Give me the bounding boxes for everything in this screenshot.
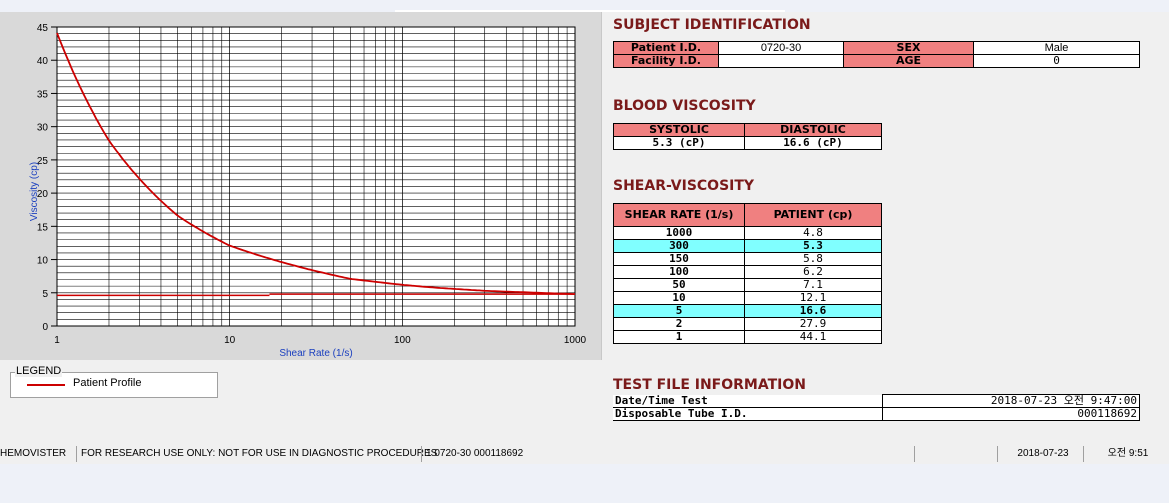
patient-id-label: Patient I.D. [613,41,719,55]
tube-id-label: Disposable Tube I.D. [613,407,883,421]
patient-id-value: 0720-30 [718,41,844,55]
y-axis-label: Viscosity (cp) [29,162,40,221]
plot-area [56,26,576,327]
legend-item-label: Patient Profile [73,377,142,389]
table-row: 100 6.2 [613,265,882,279]
legend-line-swatch [27,384,65,386]
table-row: 1000 4.8 [613,226,882,240]
shear-rate-cell: 1 [613,330,745,344]
status-app: HEMOVISTER [0,448,67,459]
test-file-title: TEST FILE INFORMATION [613,377,806,393]
patient-cp-cell: 44.1 [744,330,882,344]
status-notice: FOR RESEARCH USE ONLY: NOT FOR USE IN DI… [76,446,437,462]
table-row: 10 12.1 [613,291,882,305]
shear-rate-cell: 300 [613,239,745,253]
table-row: 2 27.9 [613,317,882,331]
patient-cp-cell: 27.9 [744,317,882,331]
shear-rate-cell: 100 [613,265,745,279]
table-row: 150 5.8 [613,252,882,266]
subject-table: Patient I.D. 0720-30 SEX Male Facility I… [613,41,1140,68]
table-row: 300 5.3 [613,239,882,253]
facility-id-label: Facility I.D. [613,54,719,68]
systolic-value: 5.3 (cP) [613,136,745,150]
top-strip [0,0,1169,12]
test-file-table: Date/Time Test 2018-07-23 오전 9:47:00 Dis… [613,394,1140,421]
patient-cp-cell: 12.1 [744,291,882,305]
legend-title: LEGEND [15,365,63,377]
y-tick-label: 10 [37,256,49,267]
shear-rate-cell: 5 [613,304,745,318]
shear-rate-cell: 1000 [613,226,745,240]
table-row: 50 7.1 [613,278,882,292]
date-time-value: 2018-07-23 오전 9:47:00 [882,394,1140,408]
shear-viscosity-title: SHEAR-VISCOSITY [613,178,755,194]
y-tick-label: 15 [37,222,49,233]
status-record: 1 0720-30 000118692 [421,446,523,462]
shear-rate-cell: 10 [613,291,745,305]
diastolic-value: 16.6 (cP) [744,136,882,150]
legend: LEGEND Patient Profile [10,365,218,398]
status-bar: HEMOVISTER FOR RESEARCH USE ONLY: NOT FO… [0,444,1169,464]
y-tick-label: 25 [37,156,49,167]
table-row: 5 16.6 [613,304,882,318]
age-value: 0 [973,54,1140,68]
sex-value: Male [973,41,1140,55]
patient-cp-cell: 7.1 [744,278,882,292]
blood-viscosity-table: SYSTOLIC DIASTOLIC 5.3 (cP) 16.6 (cP) [613,123,882,150]
sex-label: SEX [843,41,974,55]
y-tick-label: 35 [37,89,49,100]
y-tick-label: 45 [37,23,49,34]
x-tick-label: 10 [224,335,236,346]
patient-cp-cell: 4.8 [744,226,882,240]
tube-id-value: 000118692 [882,407,1140,421]
x-tick-label: 1 [54,335,60,346]
patient-cp-header: PATIENT (cp) [744,203,882,227]
y-tick-label: 30 [37,123,49,134]
y-tick-label: 0 [42,322,48,333]
y-tick-label: 20 [37,189,49,200]
app-window: 0 5 10 15 20 25 30 35 40 45 1 10 100 1000 Shear Rate (… [0,0,1169,464]
shear-rate-cell: 150 [613,252,745,266]
diastolic-label: DIASTOLIC [744,123,882,137]
status-date: 2018-07-23 [997,446,1084,462]
y-tick-label: 5 [42,289,48,300]
shear-viscosity-table: SHEAR RATE (1/s) PATIENT (cp) 1000 4.8 300… [613,203,882,344]
date-time-label: Date/Time Test [613,394,883,408]
x-tick-label: 1000 [564,335,587,346]
patient-cp-cell: 6.2 [744,265,882,279]
x-axis-label: Shear Rate (1/s) [279,348,352,359]
systolic-label: SYSTOLIC [613,123,745,137]
facility-id-value [718,54,844,68]
age-label: AGE [843,54,974,68]
chart-svg: 0 5 10 15 20 25 30 35 40 45 1 10 100 1000 Shear Rate (… [29,23,587,359]
shear-rate-header: SHEAR RATE (1/s) [613,203,745,227]
patient-cp-cell: 5.8 [744,252,882,266]
subject-title: SUBJECT IDENTIFICATION [613,17,811,33]
table-row: 1 44.1 [613,330,882,344]
series-line-patient-profile [56,32,576,295]
blood-viscosity-title: BLOOD VISCOSITY [613,98,756,114]
shear-rate-cell: 50 [613,278,745,292]
shear-rate-cell: 2 [613,317,745,331]
patient-cp-cell: 16.6 [744,304,882,318]
status-empty-cell [914,446,997,462]
patient-cp-cell: 5.3 [744,239,882,253]
x-tick-label: 100 [394,335,411,346]
viscosity-chart: 0 5 10 15 20 25 30 35 40 45 1 10 100 1000 Shear Rate (… [0,12,602,360]
status-time: 오전 9:51 [1083,446,1168,462]
y-tick-label: 40 [37,56,49,67]
